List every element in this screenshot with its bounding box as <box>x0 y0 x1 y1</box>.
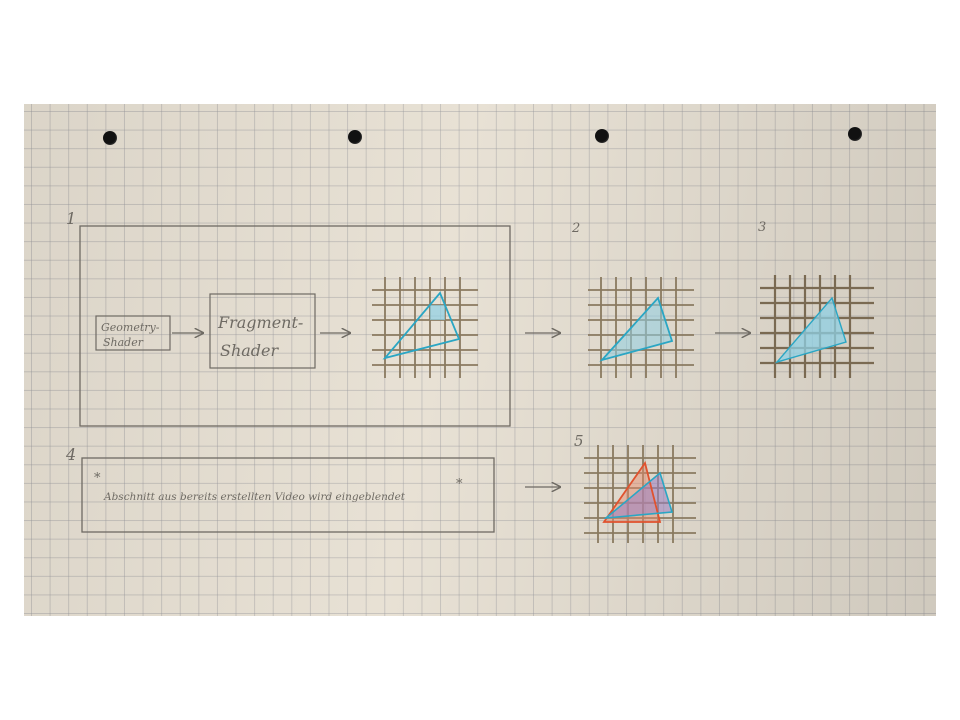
triangle-fill-2 <box>602 298 672 360</box>
fragment-shader-label-line2: Shader <box>220 341 280 360</box>
note-text: Abschnitt aus bereits erstellten Video w… <box>103 491 406 503</box>
step-number-2: 2 <box>571 221 580 236</box>
punch-hole <box>848 127 862 141</box>
triangle-outline-3 <box>774 296 847 364</box>
triangle-outline-1 <box>382 291 461 360</box>
note-asterisk-left: * <box>94 471 101 486</box>
note-asterisk-right: * <box>456 477 463 492</box>
step-number-5: 5 <box>574 432 584 450</box>
step-4-frame <box>81 457 495 533</box>
geometry-shader-label-line2: Shader <box>103 336 144 349</box>
geometry-shader-label-line1: Geometry- <box>101 321 160 334</box>
geometry-shader-box <box>95 315 171 351</box>
triangle-outline-2 <box>599 296 674 362</box>
punch-hole <box>595 129 609 143</box>
triangle-outline-red <box>602 460 662 523</box>
fragment-shader-label-line1: Fragment- <box>217 313 303 332</box>
step-number-1: 1 <box>66 209 76 228</box>
triangle-fill-3 <box>777 298 846 362</box>
fragment-shader-box <box>209 293 316 369</box>
raster-grid-1 <box>372 277 478 378</box>
shaded-pixel <box>430 305 445 320</box>
punch-hole <box>348 130 362 144</box>
punch-hole <box>103 131 117 145</box>
step-1-frame <box>79 225 511 427</box>
step-number-4: 4 <box>65 445 76 464</box>
triangle-outline-cyan <box>603 471 674 520</box>
step-number-3: 3 <box>758 220 766 235</box>
